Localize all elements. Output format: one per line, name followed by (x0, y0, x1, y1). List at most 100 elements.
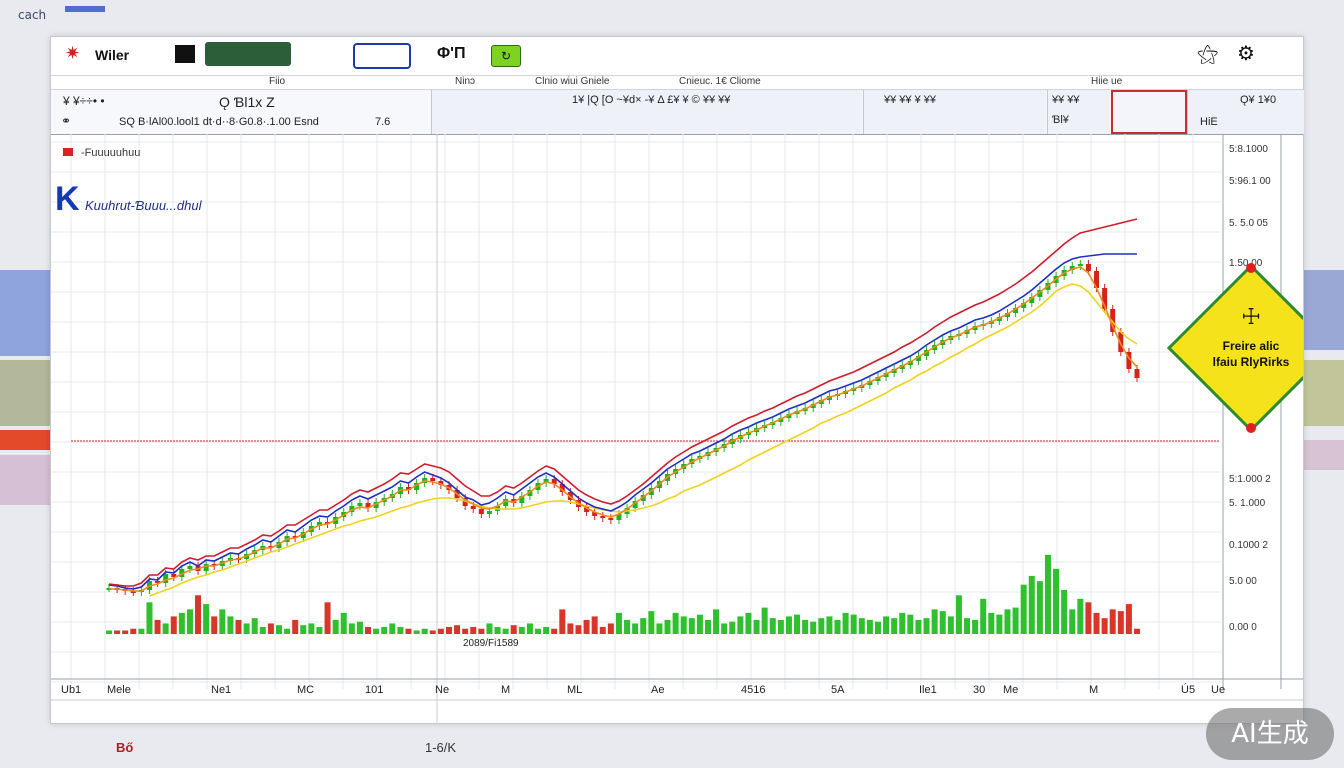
volume-bar (365, 626, 372, 634)
y-tick-label: 1.50.00 (1229, 258, 1263, 269)
toolbar-panel: ¥¥ ¥¥ Ɓl¥ (1047, 90, 1110, 134)
menu-item[interactable]: Ninɔ (455, 76, 476, 87)
chart-icon[interactable] (175, 45, 195, 63)
candle-body (1118, 332, 1124, 352)
volume-bar (470, 626, 477, 634)
candle-body (1037, 290, 1043, 297)
x-tick-label: 4516 (741, 684, 765, 696)
bg-block (0, 430, 50, 450)
volume-bar (785, 616, 792, 634)
bg-block (0, 360, 50, 426)
candle-body (292, 536, 298, 538)
y-tick-label: 0.00 0 (1229, 622, 1257, 633)
toolbar-text[interactable]: ¥¥ ¥¥ ¥ ¥¥ (884, 94, 936, 106)
candle-body (163, 574, 169, 583)
volume-bar (883, 616, 890, 634)
candle-body (964, 330, 970, 334)
candle-body (1094, 271, 1100, 288)
warning-icon: ☩ (1241, 305, 1261, 330)
bg-block (0, 455, 50, 505)
volume-bar (818, 618, 825, 634)
volume-bar (340, 612, 347, 634)
candle-body (462, 498, 468, 506)
candle-body (1110, 309, 1116, 332)
candle-body (179, 569, 185, 577)
price-chart[interactable]: -Fuuuuuhuu K Kuuhrut-Ɓuuu...dhul 2089/Fi158… (51, 134, 1303, 723)
volume-bar (1069, 609, 1076, 634)
app-title: Wiler (95, 47, 130, 63)
volume-bar (915, 619, 922, 634)
volume-bar (1020, 584, 1027, 634)
y-tick-label: 5.0 00 (1229, 576, 1257, 587)
volume-bar (721, 623, 728, 634)
warning-text: lfaiu RlyRirks (1213, 355, 1290, 369)
volume-bar (834, 619, 841, 634)
volume-bar (170, 616, 177, 634)
volume-bar (203, 604, 210, 634)
settings-icon[interactable]: ⚙ (1237, 43, 1255, 65)
toolbar-text[interactable]: 1¥ |Q [O ~¥d× -¥ Δ £¥ ¥ © ¥¥ ¥¥ (572, 94, 731, 106)
toolbar-icon-group[interactable] (205, 42, 291, 66)
volume-bar (437, 628, 444, 634)
volume-bar (656, 623, 663, 634)
bg-block (1302, 440, 1344, 470)
volume-bar (114, 630, 121, 634)
volume-bar (737, 616, 744, 634)
corner-label: cach (18, 8, 47, 22)
title-bar: ✷ Wiler Φ'Π ↻ ⚝ ⚙ (51, 37, 1303, 76)
menu-item[interactable]: Fiio (269, 76, 286, 87)
link-icon[interactable]: ⚭ (61, 114, 72, 128)
volume-bar (478, 628, 485, 634)
user-icon[interactable]: ⚝ (1197, 41, 1219, 66)
runner-icon[interactable]: ✷ (65, 43, 81, 63)
toolbar-text[interactable]: Ɓl¥ (1052, 114, 1069, 126)
x-tick-label: M (501, 684, 510, 696)
menu-item[interactable]: Cnieuc. 1€ Cliome (679, 76, 761, 87)
candle-body (1126, 352, 1132, 369)
toolbar-text[interactable]: ¥¥ ¥¥ (1052, 94, 1080, 106)
toolbar-text[interactable]: Ǫ¥ 1¥0 (1240, 94, 1277, 106)
menu-item[interactable]: Hiie ue (1091, 76, 1123, 87)
candle-body (899, 365, 905, 369)
volume-bar (866, 619, 873, 634)
volume-bar (632, 623, 639, 634)
volume-bar (583, 619, 590, 634)
alert-panel[interactable] (1111, 90, 1187, 134)
volume-label: 2089/Fi1589 (463, 638, 519, 649)
x-tick-label: Me (1003, 684, 1018, 696)
chart-subtitle: Kuuhrut-Ɓuuu...dhul (85, 198, 203, 213)
menu-bar: Ninɔ Fiio Clnio wiui Gniele Cnieuc. 1€ C… (51, 75, 1303, 90)
volume-bar (850, 614, 857, 634)
volume-bar (397, 626, 404, 634)
watermark-badge: AI生成 (1206, 708, 1334, 760)
candle-body (470, 506, 476, 509)
volume-bar (980, 598, 987, 634)
refresh-badge[interactable]: ↻ (491, 45, 521, 67)
candle-body (640, 495, 646, 501)
volume-bar (1053, 568, 1060, 634)
volume-bar (551, 628, 558, 634)
warning-text: Freire alic (1223, 339, 1280, 353)
quick-label[interactable]: Φ'Π (437, 45, 466, 62)
volume-bar (454, 625, 461, 634)
candle-body (600, 516, 606, 518)
volume-bar (316, 626, 323, 634)
toolbar-panel: 1¥ |Q [O ~¥d× -¥ Δ £¥ ¥ © ¥¥ ¥¥ (431, 90, 862, 134)
candle-body (365, 503, 371, 508)
menu-item[interactable]: Clnio wiui Gniele (535, 76, 610, 87)
volume-bar (777, 619, 784, 634)
volume-bar (146, 602, 153, 634)
volume-bar (1125, 604, 1132, 634)
volume-bar (599, 626, 606, 634)
candle-body (1013, 308, 1019, 313)
volume-bar (332, 619, 339, 634)
volume-bar (810, 621, 817, 634)
candle-body (875, 377, 881, 381)
volume-bar (1093, 612, 1100, 634)
volume-bar (186, 609, 193, 634)
search-box[interactable] (353, 43, 411, 69)
volume-bar (1109, 609, 1116, 634)
volume-bar (1085, 602, 1092, 634)
volume-bar (308, 623, 315, 634)
bottom-left-text: Bő (116, 740, 134, 755)
